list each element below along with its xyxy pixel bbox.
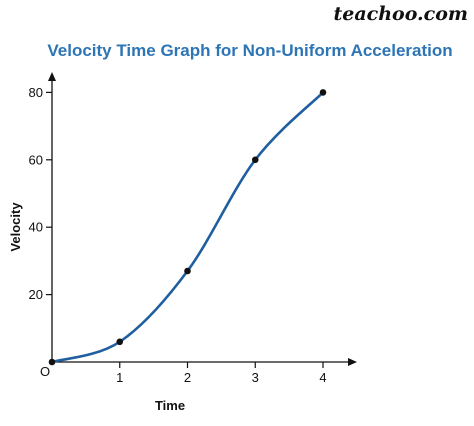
data-point <box>251 156 259 164</box>
teachoo-watermark: teachoo.com <box>333 3 468 25</box>
data-point <box>184 267 191 275</box>
velocity-curve <box>50 91 325 364</box>
x-tick-label: 3 <box>252 370 259 385</box>
origin-label: O <box>40 364 50 379</box>
x-axis-arrow-icon <box>348 358 357 366</box>
chart-title: Velocity Time Graph for Non-Uniform Acce… <box>47 41 452 60</box>
points-layer <box>48 89 327 366</box>
x-axis-label: Time <box>155 398 185 413</box>
y-tick-label: 80 <box>29 85 43 100</box>
y-axis-label: Velocity <box>8 202 23 252</box>
axes <box>48 72 357 366</box>
curve-layer <box>50 91 325 364</box>
y-axis-arrow-icon <box>48 72 56 81</box>
y-tick-label: 60 <box>29 152 43 167</box>
ticks: 1 2 3 4 20 40 60 80 <box>29 85 327 385</box>
data-point <box>116 338 124 346</box>
x-tick-label: 4 <box>319 370 326 385</box>
data-point <box>48 358 56 366</box>
data-point <box>319 89 327 96</box>
x-tick-label: 2 <box>184 370 191 385</box>
y-tick-label: 20 <box>29 287 43 302</box>
x-tick-label: 1 <box>116 370 123 385</box>
y-tick-label: 40 <box>29 220 43 235</box>
